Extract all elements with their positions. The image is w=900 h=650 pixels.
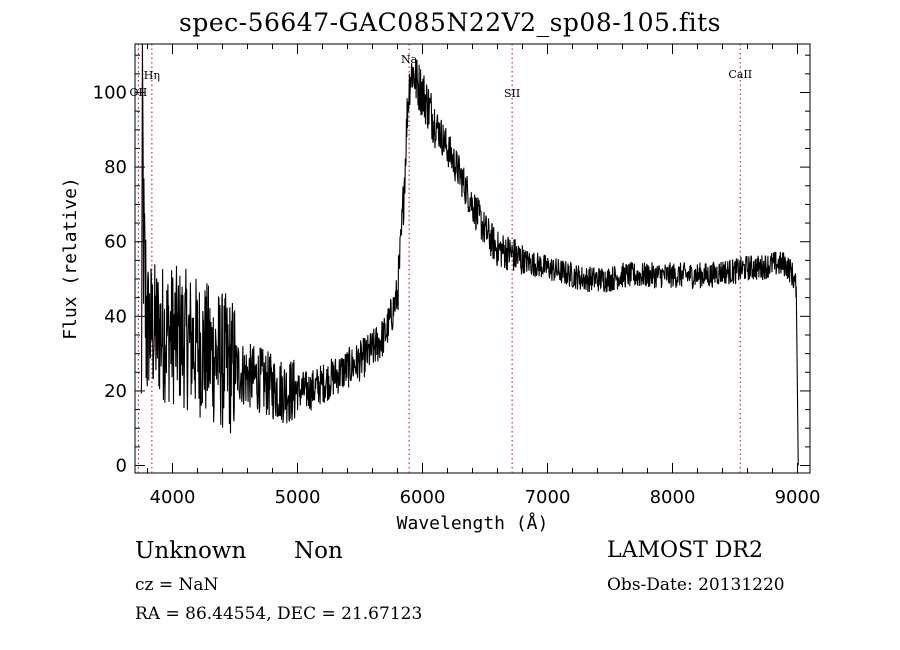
chart-title: spec-56647-GAC085N22V2_sp08-105.fits [179, 8, 721, 37]
spectral-line-label: Hη [144, 69, 160, 82]
y-axis-label: Flux (relative) [60, 177, 81, 340]
spectral-line-label: CaII [728, 68, 752, 81]
spectral-line-label: SII [504, 87, 520, 100]
y-tick-label: 40 [104, 306, 127, 327]
y-tick-label: 60 [104, 232, 127, 253]
plot-frame [134, 43, 811, 474]
y-tick-label: 100 [93, 82, 127, 103]
y-tick-label: 0 [116, 456, 127, 477]
y-tick-label: 20 [104, 381, 127, 402]
spectrum-edge-drop [795, 286, 799, 466]
x-tick-label: 4000 [150, 487, 196, 508]
x-axis-label: Wavelength (Å) [397, 512, 549, 534]
spectrum-series-line [140, 43, 797, 434]
spectral-line-label: OII [130, 86, 148, 99]
redshift-cz: cz = NaN [135, 575, 219, 595]
object-subclass: Non [294, 538, 343, 564]
object-class: Unknown [135, 538, 247, 564]
observation-date: Obs-Date: 20131220 [607, 575, 785, 595]
x-tick-label: 7000 [525, 487, 571, 508]
x-tick-label: 5000 [275, 487, 321, 508]
x-tick-label: 6000 [400, 487, 446, 508]
x-tick-label: 8000 [650, 487, 696, 508]
survey-name: LAMOST DR2 [607, 538, 763, 563]
ra-dec-coordinates: RA = 86.44554, DEC = 21.67123 [135, 604, 423, 624]
spectral-line-label: Na [401, 53, 418, 66]
y-tick-label: 80 [104, 157, 127, 178]
x-tick-label: 9000 [775, 487, 821, 508]
